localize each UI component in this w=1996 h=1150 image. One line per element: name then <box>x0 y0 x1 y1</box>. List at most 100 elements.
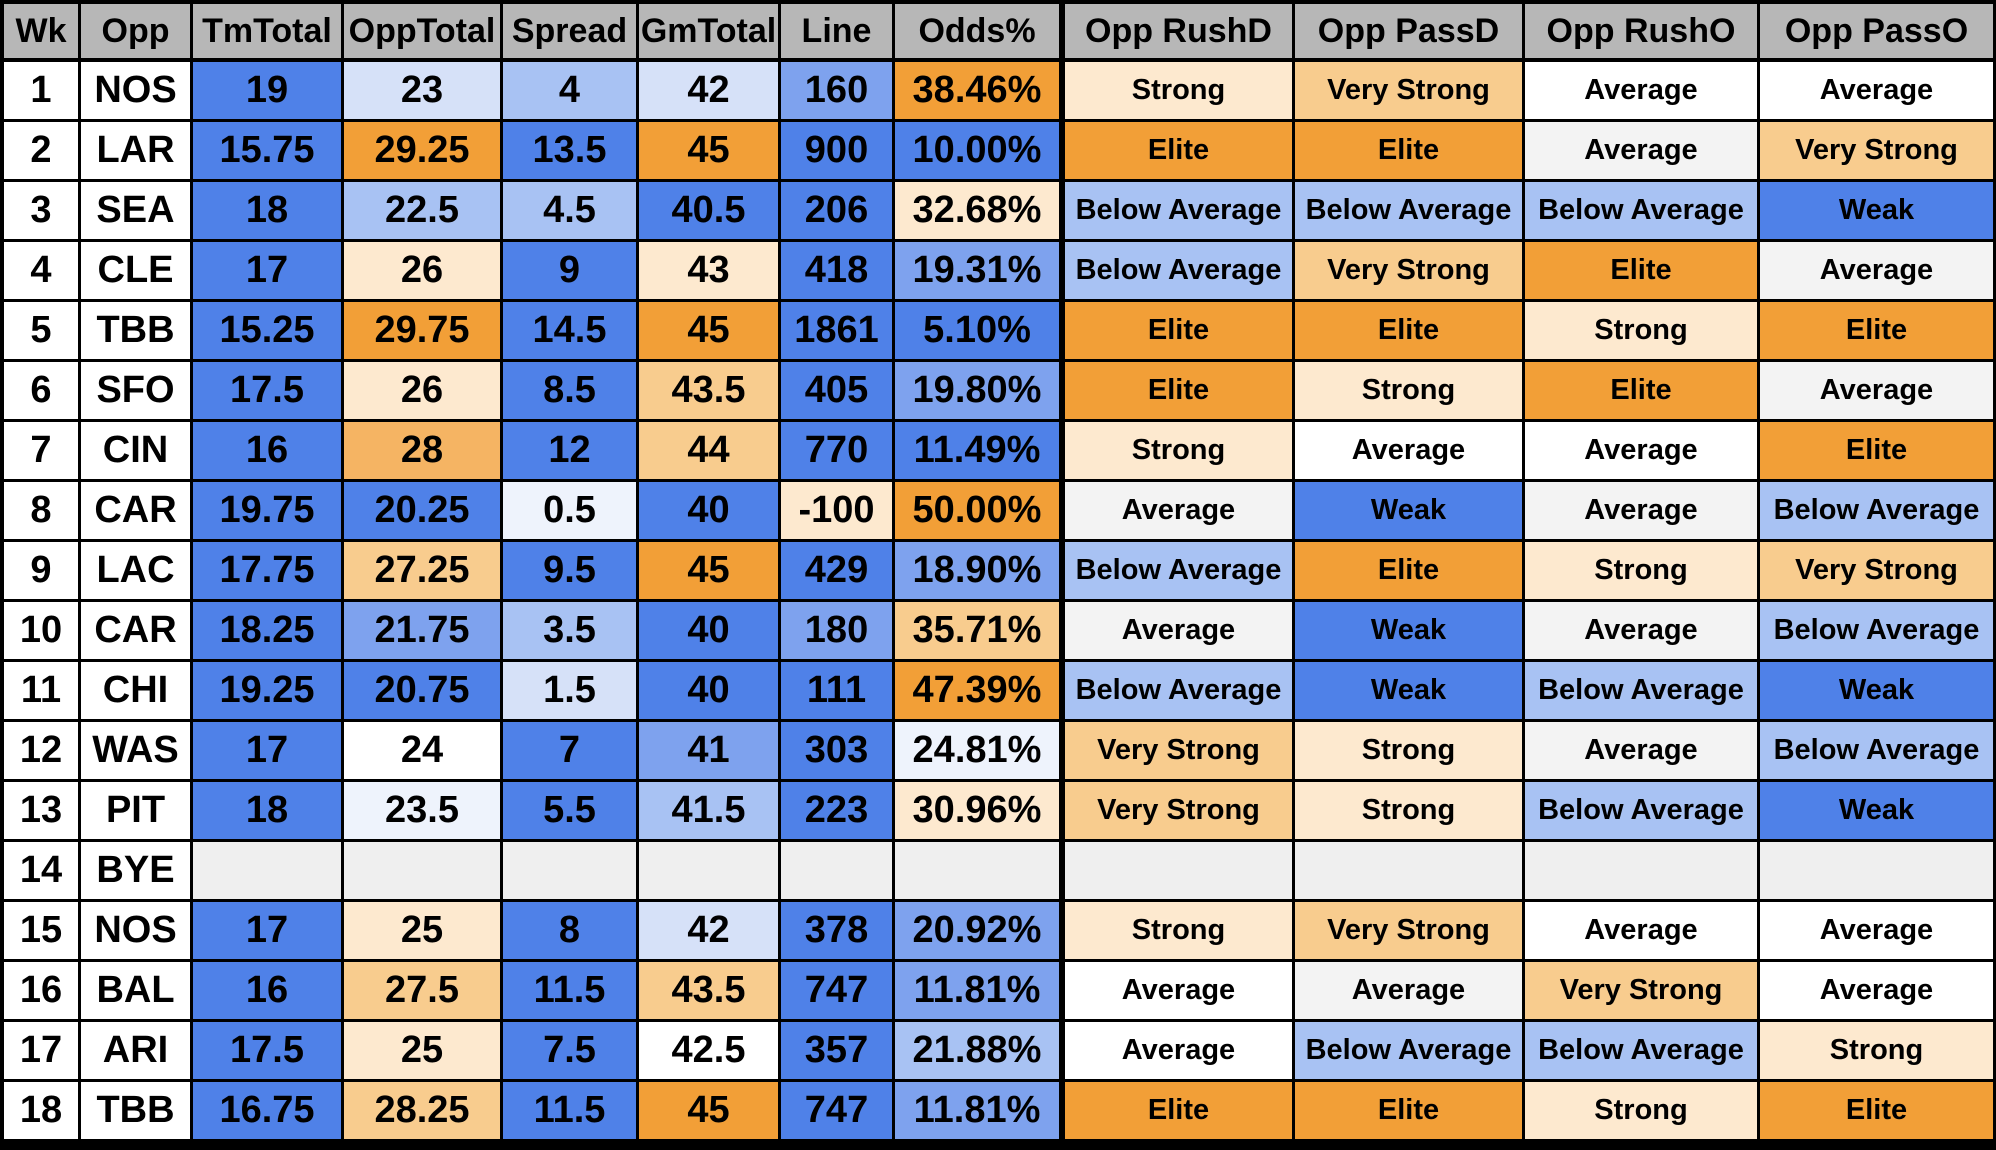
opp-cell[interactable]: LAC <box>81 542 193 602</box>
tmtotal-cell[interactable]: 15.25 <box>193 302 344 362</box>
gmtotal-cell[interactable]: 41 <box>639 722 781 782</box>
wk-cell[interactable]: 10 <box>0 602 81 662</box>
opp-rusho-cell[interactable] <box>1525 842 1760 902</box>
gmtotal-cell[interactable]: 43.5 <box>639 962 781 1022</box>
odds-cell[interactable]: 19.80% <box>895 362 1065 422</box>
opp-passd-cell[interactable]: Below Average <box>1295 182 1525 242</box>
opp-rusho-cell[interactable]: Average <box>1525 722 1760 782</box>
spread-cell[interactable]: 4.5 <box>503 182 639 242</box>
spread-cell[interactable]: 14.5 <box>503 302 639 362</box>
gmtotal-cell[interactable]: 45 <box>639 122 781 182</box>
opp-passo-cell[interactable]: Below Average <box>1760 602 1996 662</box>
tmtotal-cell[interactable]: 16 <box>193 422 344 482</box>
opp-passo-cell[interactable]: Below Average <box>1760 722 1996 782</box>
gmtotal-cell[interactable]: 42.5 <box>639 1022 781 1082</box>
opp-rusho-cell[interactable]: Elite <box>1525 242 1760 302</box>
line-cell[interactable]: -100 <box>781 482 895 542</box>
spread-cell[interactable]: 3.5 <box>503 602 639 662</box>
tmtotal-cell[interactable]: 17 <box>193 242 344 302</box>
line-cell[interactable]: 770 <box>781 422 895 482</box>
opp-rusho-cell[interactable]: Very Strong <box>1525 962 1760 1022</box>
tmtotal-cell[interactable]: 17.75 <box>193 542 344 602</box>
opp-rushd-cell[interactable]: Elite <box>1065 1082 1295 1143</box>
spread-cell[interactable]: 5.5 <box>503 782 639 842</box>
opp-passo-cell[interactable]: Average <box>1760 62 1996 122</box>
line-cell[interactable]: 429 <box>781 542 895 602</box>
header-opp-passd[interactable]: Opp PassD <box>1295 0 1525 62</box>
opptotal-cell[interactable]: 26 <box>344 242 503 302</box>
opptotal-cell[interactable]: 26 <box>344 362 503 422</box>
opp-passo-cell[interactable]: Very Strong <box>1760 122 1996 182</box>
wk-cell[interactable]: 11 <box>0 662 81 722</box>
opp-passd-cell[interactable]: Elite <box>1295 542 1525 602</box>
opptotal-cell[interactable]: 29.25 <box>344 122 503 182</box>
opp-passd-cell[interactable]: Weak <box>1295 662 1525 722</box>
line-cell[interactable]: 180 <box>781 602 895 662</box>
gmtotal-cell[interactable]: 42 <box>639 902 781 962</box>
opp-rusho-cell[interactable]: Strong <box>1525 542 1760 602</box>
tmtotal-cell[interactable]: 18 <box>193 782 344 842</box>
odds-cell[interactable]: 5.10% <box>895 302 1065 362</box>
spread-cell[interactable]: 7.5 <box>503 1022 639 1082</box>
opp-passd-cell[interactable]: Elite <box>1295 302 1525 362</box>
wk-cell[interactable]: 3 <box>0 182 81 242</box>
gmtotal-cell[interactable]: 43 <box>639 242 781 302</box>
opptotal-cell[interactable]: 23 <box>344 62 503 122</box>
opptotal-cell[interactable]: 27.25 <box>344 542 503 602</box>
wk-cell[interactable]: 12 <box>0 722 81 782</box>
opp-rushd-cell[interactable]: Below Average <box>1065 182 1295 242</box>
opp-passd-cell[interactable]: Very Strong <box>1295 242 1525 302</box>
spread-cell[interactable]: 13.5 <box>503 122 639 182</box>
header-wk[interactable]: Wk <box>0 0 81 62</box>
line-cell[interactable]: 1861 <box>781 302 895 362</box>
wk-cell[interactable]: 13 <box>0 782 81 842</box>
tmtotal-cell[interactable]: 19 <box>193 62 344 122</box>
opp-passd-cell[interactable]: Weak <box>1295 602 1525 662</box>
opp-rushd-cell[interactable]: Strong <box>1065 422 1295 482</box>
gmtotal-cell[interactable]: 45 <box>639 1082 781 1143</box>
opptotal-cell[interactable]: 25 <box>344 1022 503 1082</box>
opp-passd-cell[interactable]: Average <box>1295 422 1525 482</box>
opp-rushd-cell[interactable]: Average <box>1065 962 1295 1022</box>
tmtotal-cell[interactable]: 17 <box>193 722 344 782</box>
header-opptotal[interactable]: OppTotal <box>344 0 503 62</box>
opptotal-cell[interactable]: 25 <box>344 902 503 962</box>
opp-passd-cell[interactable]: Elite <box>1295 1082 1525 1143</box>
wk-cell[interactable]: 9 <box>0 542 81 602</box>
line-cell[interactable]: 900 <box>781 122 895 182</box>
opp-rusho-cell[interactable]: Below Average <box>1525 1022 1760 1082</box>
line-cell[interactable]: 111 <box>781 662 895 722</box>
gmtotal-cell[interactable]: 44 <box>639 422 781 482</box>
opp-rushd-cell[interactable]: Average <box>1065 482 1295 542</box>
odds-cell[interactable]: 24.81% <box>895 722 1065 782</box>
odds-cell[interactable]: 47.39% <box>895 662 1065 722</box>
wk-cell[interactable]: 18 <box>0 1082 81 1143</box>
opp-cell[interactable]: CAR <box>81 482 193 542</box>
opp-cell[interactable]: CIN <box>81 422 193 482</box>
opp-cell[interactable]: TBB <box>81 1082 193 1143</box>
line-cell[interactable]: 357 <box>781 1022 895 1082</box>
opp-passo-cell[interactable]: Weak <box>1760 662 1996 722</box>
tmtotal-cell[interactable]: 18 <box>193 182 344 242</box>
opp-passo-cell[interactable]: Elite <box>1760 1082 1996 1143</box>
line-cell[interactable]: 405 <box>781 362 895 422</box>
wk-cell[interactable]: 6 <box>0 362 81 422</box>
line-cell[interactable]: 747 <box>781 1082 895 1143</box>
opp-rushd-cell[interactable]: Strong <box>1065 62 1295 122</box>
wk-cell[interactable]: 5 <box>0 302 81 362</box>
opp-rusho-cell[interactable]: Average <box>1525 122 1760 182</box>
opp-passd-cell[interactable]: Below Average <box>1295 1022 1525 1082</box>
opptotal-cell[interactable]: 29.75 <box>344 302 503 362</box>
header-tmtotal[interactable]: TmTotal <box>193 0 344 62</box>
opp-rusho-cell[interactable]: Below Average <box>1525 182 1760 242</box>
opp-cell[interactable]: CLE <box>81 242 193 302</box>
opptotal-cell[interactable]: 20.75 <box>344 662 503 722</box>
opp-passo-cell[interactable]: Very Strong <box>1760 542 1996 602</box>
odds-cell[interactable]: 50.00% <box>895 482 1065 542</box>
opp-passo-cell[interactable]: Weak <box>1760 782 1996 842</box>
opp-passo-cell[interactable]: Average <box>1760 362 1996 422</box>
spread-cell[interactable]: 12 <box>503 422 639 482</box>
opp-rushd-cell[interactable]: Very Strong <box>1065 722 1295 782</box>
spread-cell[interactable]: 8.5 <box>503 362 639 422</box>
wk-cell[interactable]: 16 <box>0 962 81 1022</box>
